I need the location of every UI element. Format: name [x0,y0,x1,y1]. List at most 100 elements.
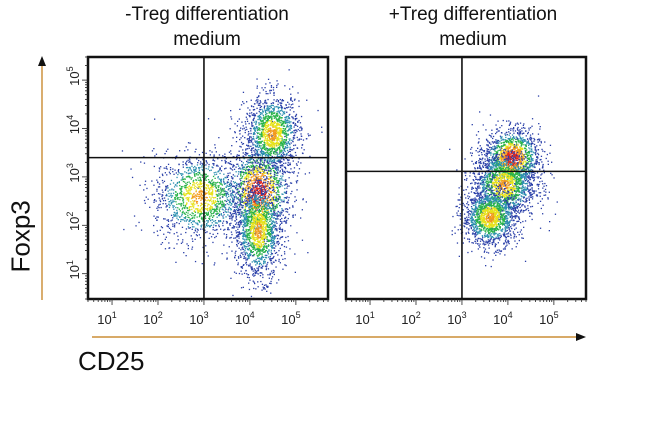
data-point [269,163,271,166]
data-point [250,198,252,200]
data-point [246,225,248,227]
data-point [270,280,272,283]
data-point [211,180,213,182]
data-point [239,220,241,222]
data-point [271,202,273,204]
data-point [254,216,256,218]
data-point [268,145,270,147]
data-point [173,224,176,227]
data-point [207,175,209,177]
data-point [270,111,272,113]
data-point [196,235,198,237]
data-point [240,174,242,176]
data-point [278,260,280,262]
data-point [223,183,226,185]
data-point [285,126,288,128]
data-point [269,177,272,179]
data-point [215,229,218,231]
data-point [178,222,180,225]
data-point [270,202,273,204]
data-point [245,116,247,118]
data-point [251,191,253,193]
data-point [270,170,272,173]
data-point [234,210,236,212]
data-point [242,155,244,157]
data-point [233,212,236,215]
data-point [210,197,212,199]
data-point [264,189,266,191]
data-point [202,163,204,165]
data-point [286,107,288,109]
data-point [243,251,245,253]
data-point [245,213,247,215]
data-point [273,271,275,274]
data-point [270,258,272,260]
data-point [256,170,258,173]
data-point [239,216,241,218]
data-point [267,93,269,95]
cluster-2 [225,150,309,300]
data-point [282,214,284,216]
data-point [244,241,246,243]
data-point [225,216,227,218]
data-point [284,220,286,222]
data-point [179,210,181,212]
data-point [176,222,178,224]
data-point [294,271,296,273]
data-point [276,212,278,214]
data-point [266,290,268,292]
data-point [276,105,278,108]
data-point [225,158,227,160]
data-point [242,228,244,231]
data-point [270,244,273,247]
data-point [273,139,276,142]
data-point [198,186,200,189]
data-point [245,259,247,261]
data-point [255,227,257,229]
data-point [187,175,189,177]
data-point [254,225,256,227]
data-point [271,247,273,249]
data-point [260,152,262,154]
data-point [241,244,243,246]
data-point [151,180,153,182]
data-point [267,148,269,150]
data-point [189,159,191,161]
data-point [258,250,260,253]
data-point [266,124,268,127]
data-point [185,172,188,174]
data-point [212,226,214,229]
data-point [286,208,288,210]
data-point [159,203,161,205]
data-point [270,114,273,116]
data-point [185,188,187,191]
data-point [247,238,249,240]
data-point [229,160,232,163]
data-point [258,124,260,126]
data-point [288,120,290,122]
data-point [228,162,230,164]
data-point [191,163,193,165]
data-point [212,175,215,178]
data-point [170,203,173,205]
data-point [166,209,168,211]
data-point [209,199,212,201]
data-point [248,198,250,200]
data-point [168,192,170,195]
data-point [275,218,277,220]
data-point [244,217,246,219]
data-point [264,118,266,120]
data-point [267,222,269,224]
data-point [273,204,275,206]
data-point [243,233,245,235]
data-point [254,228,257,230]
data-point [131,176,134,179]
data-point [285,138,288,140]
data-point [190,188,193,191]
data-point [273,217,275,219]
data-point [217,177,219,179]
data-point [206,205,209,207]
data-point [209,226,211,228]
data-point [201,162,203,165]
data-point [168,203,170,206]
